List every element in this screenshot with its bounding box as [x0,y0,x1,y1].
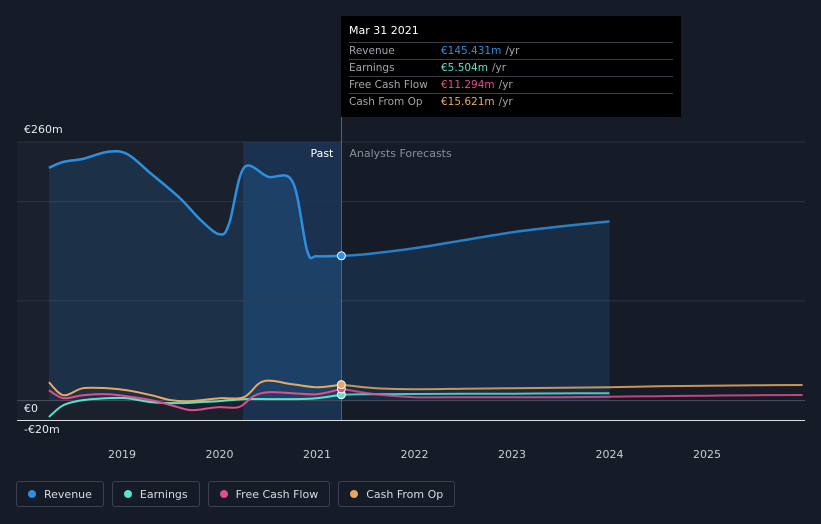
tooltip-value: €5.504m [441,62,488,74]
cash-from-op-line-past [48,379,342,403]
tooltip-label: Earnings [349,62,395,74]
revenue-area [48,151,610,401]
x-tick-label: 2025 [693,448,721,461]
x-tick-label: 2020 [206,448,234,461]
tooltip-value: €15.621m [441,96,495,108]
forecast-label: Analysts Forecasts [349,147,452,160]
legend-item-revenue[interactable]: Revenue [16,481,104,507]
x-tick-label: 2022 [401,448,429,461]
y-tick-label: €0 [24,402,38,415]
tooltip-label: Revenue [349,45,395,57]
legend-item-cash-from-op[interactable]: Cash From Op [338,481,456,507]
tooltip-unit: /yr [498,96,513,108]
x-tick-label: 2019 [108,448,136,461]
highlight-band [243,142,341,420]
revenue-line-forecast [341,220,610,258]
legend-dot-icon [350,490,359,498]
x-tick-label: 2024 [596,448,624,461]
tooltip-value: €11.294m [441,79,495,91]
tooltip-row-free-cash-flow: Free Cash Flow €11.294m /yr [349,76,673,93]
free-cash-flow-line-forecast [341,387,803,399]
y-tick-label: -€20m [24,423,60,436]
x-tick-label: 2023 [498,448,526,461]
legend-label: Free Cash Flow [235,487,319,501]
legend-item-earnings[interactable]: Earnings [111,481,200,507]
earnings-line-past [48,393,342,418]
cash-from-op-line-forecast [341,383,803,391]
legend-dot-icon [28,490,36,498]
tooltip-value: €145.431m [441,45,502,57]
legend-dot-icon [219,490,228,498]
cash-from-op-marker [336,380,346,390]
tooltip-label: Free Cash Flow [349,79,428,91]
revenue-marker [336,251,346,261]
y-tick-label: €260m [24,123,63,136]
legend: Revenue Earnings Free Cash Flow Cash Fro… [16,481,456,507]
legend-label: Revenue [44,487,92,501]
tooltip-date: Mar 31 2021 [349,24,419,37]
x-tick-label: 2021 [303,448,331,461]
tooltip-unit: /yr [491,62,507,74]
legend-label: Earnings [139,487,188,501]
tooltip-unit: /yr [505,45,520,57]
past-label: Past [310,147,334,160]
legend-label: Cash From Op [366,487,444,501]
tooltip-label: Cash From Op [349,96,423,108]
legend-dot-icon [123,490,132,498]
tooltip: Mar 31 2021 Revenue €145.431m /yr Earnin… [341,16,681,117]
revenue-line-past [48,149,342,260]
earnings-line-forecast [341,392,610,396]
tooltip-row-earnings: Earnings €5.504m /yr [349,59,673,76]
tooltip-row-cash-from-op: Cash From Op €15.621m /yr [349,93,673,110]
free-cash-flow-line-past [48,387,342,412]
legend-item-free-cash-flow[interactable]: Free Cash Flow [207,481,331,507]
tooltip-row-revenue: Revenue €145.431m /yr [349,42,673,59]
tooltip-unit: /yr [498,79,513,91]
